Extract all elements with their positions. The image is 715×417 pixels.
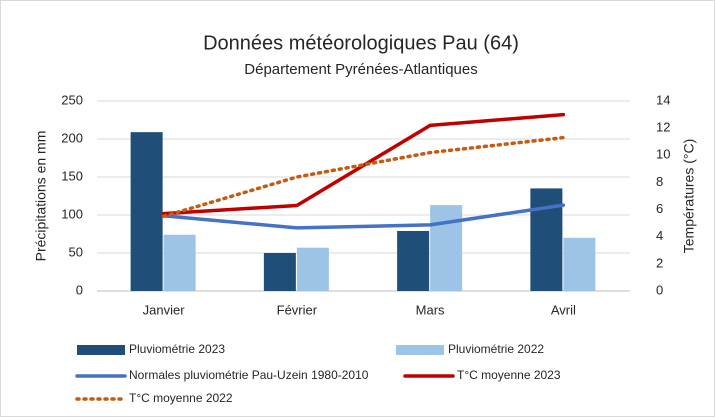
line-series xyxy=(161,203,566,230)
x-tick-label: Janvier xyxy=(143,302,186,317)
y-tick-label: 50 xyxy=(69,244,83,259)
y-tick-label: 150 xyxy=(61,168,83,183)
legend-swatch xyxy=(77,345,125,355)
legend-label: Pluviométrie 2022 xyxy=(448,342,544,356)
legend-label: T°C moyenne 2022 xyxy=(129,391,233,405)
chart-subtitle: Département Pyrénées-Atlantiques xyxy=(244,61,477,78)
bar xyxy=(130,132,163,291)
y-tick-label: 100 xyxy=(61,206,83,221)
bar xyxy=(263,253,296,291)
chart-title: Données météorologiques Pau (64) xyxy=(203,32,519,54)
legend-swatch xyxy=(396,345,444,355)
bar xyxy=(563,237,596,291)
legend-label: T°C moyenne 2023 xyxy=(457,368,561,382)
bar xyxy=(397,230,430,291)
bar xyxy=(530,188,563,291)
x-tick-label: Mars xyxy=(416,302,445,317)
bar xyxy=(430,205,463,291)
y-tick-label: 200 xyxy=(61,130,83,145)
y2-tick-label: 14 xyxy=(656,92,670,107)
y2-axis-title: Températures (°C) xyxy=(681,139,697,254)
x-tick-label: Avril xyxy=(551,302,576,317)
y2-tick-label: 2 xyxy=(656,255,663,270)
y2-tick-label: 12 xyxy=(656,120,670,135)
y2-tick-label: 6 xyxy=(656,201,663,216)
line-series xyxy=(161,135,566,219)
y2-tick-label: 0 xyxy=(656,282,663,297)
legend-label: Pluviométrie 2023 xyxy=(129,342,225,356)
y2-tick-label: 8 xyxy=(656,174,663,189)
y-tick-label: 250 xyxy=(61,92,83,107)
legend-label: Normales pluviométrie Pau-Uzein 1980-201… xyxy=(129,368,369,382)
bar xyxy=(163,234,196,291)
y2-tick-label: 4 xyxy=(656,228,663,243)
x-tick-label: Février xyxy=(277,302,318,317)
bar xyxy=(296,247,329,291)
y-tick-label: 0 xyxy=(76,282,83,297)
y-axis-title: Précipitations en mm xyxy=(33,131,49,262)
y2-tick-label: 10 xyxy=(656,147,670,162)
